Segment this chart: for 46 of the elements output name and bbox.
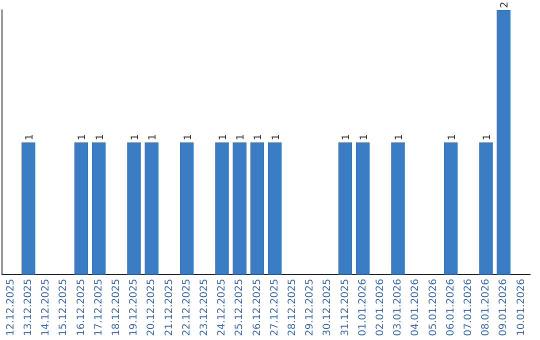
data-label: 1 bbox=[236, 134, 247, 140]
x-tick-label: 06.01.2026 bbox=[445, 278, 456, 336]
data-label: 1 bbox=[130, 134, 141, 140]
data-label: 2 bbox=[500, 2, 511, 8]
data-label: 1 bbox=[218, 134, 229, 140]
x-tick-label: 12.12.2025 bbox=[5, 278, 16, 336]
data-label: 1 bbox=[94, 134, 106, 140]
x-tick-label: 30.12.2025 bbox=[322, 278, 334, 336]
data-label: 1 bbox=[253, 134, 264, 140]
x-tick-label: 07.01.2026 bbox=[462, 278, 474, 336]
x-tick-label: 25.12.2025 bbox=[234, 278, 246, 336]
data-label: 1 bbox=[358, 134, 370, 140]
data-label: 1 bbox=[482, 134, 493, 140]
x-tick-label: 16.12.2025 bbox=[76, 278, 87, 336]
x-tick-label: 28.12.2025 bbox=[286, 278, 298, 336]
x-tick-label: 23.12.2025 bbox=[198, 278, 210, 336]
data-label: 1 bbox=[182, 134, 194, 140]
x-tick-label: 20.12.2025 bbox=[146, 278, 158, 336]
x-tick-label: 03.01.2026 bbox=[392, 278, 404, 336]
x-tick-label: 01.01.2026 bbox=[357, 278, 368, 336]
x-tick-label: 18.12.2025 bbox=[110, 278, 122, 336]
data-label: 1 bbox=[341, 134, 352, 140]
x-tick-label: 31.12.2025 bbox=[340, 278, 351, 336]
x-tick-label: 15.12.2025 bbox=[58, 278, 70, 336]
x-tick-label: 04.01.2026 bbox=[410, 278, 422, 336]
x-tick-label: 26.12.2025 bbox=[252, 278, 263, 336]
data-label: 1 bbox=[394, 134, 405, 140]
x-tick-label: 24.12.2025 bbox=[216, 278, 228, 336]
x-tick-label: 21.12.2025 bbox=[164, 278, 175, 336]
x-tick-label: 02.01.2026 bbox=[374, 278, 386, 336]
data-label: 1 bbox=[24, 134, 36, 140]
x-tick-label: 19.12.2025 bbox=[128, 278, 140, 336]
data-label: 1 bbox=[77, 134, 88, 140]
x-tick-label: 10.01.2026 bbox=[516, 278, 527, 336]
x-tick-label: 13.12.2025 bbox=[22, 278, 34, 336]
x-tick-label: 09.01.2026 bbox=[498, 278, 510, 336]
data-label: 1 bbox=[446, 134, 458, 140]
x-tick-label: 05.01.2026 bbox=[428, 278, 439, 336]
data-label: 1 bbox=[148, 134, 159, 140]
x-tick-label: 08.01.2026 bbox=[480, 278, 492, 336]
x-tick-label: 14.12.2025 bbox=[40, 278, 52, 336]
x-tick-label: 22.12.2025 bbox=[181, 278, 192, 336]
data-label: 1 bbox=[270, 134, 282, 140]
x-tick-label: 17.12.2025 bbox=[93, 278, 104, 336]
x-tick-label: 27.12.2025 bbox=[269, 278, 280, 336]
x-tick-label: 29.12.2025 bbox=[304, 278, 316, 336]
